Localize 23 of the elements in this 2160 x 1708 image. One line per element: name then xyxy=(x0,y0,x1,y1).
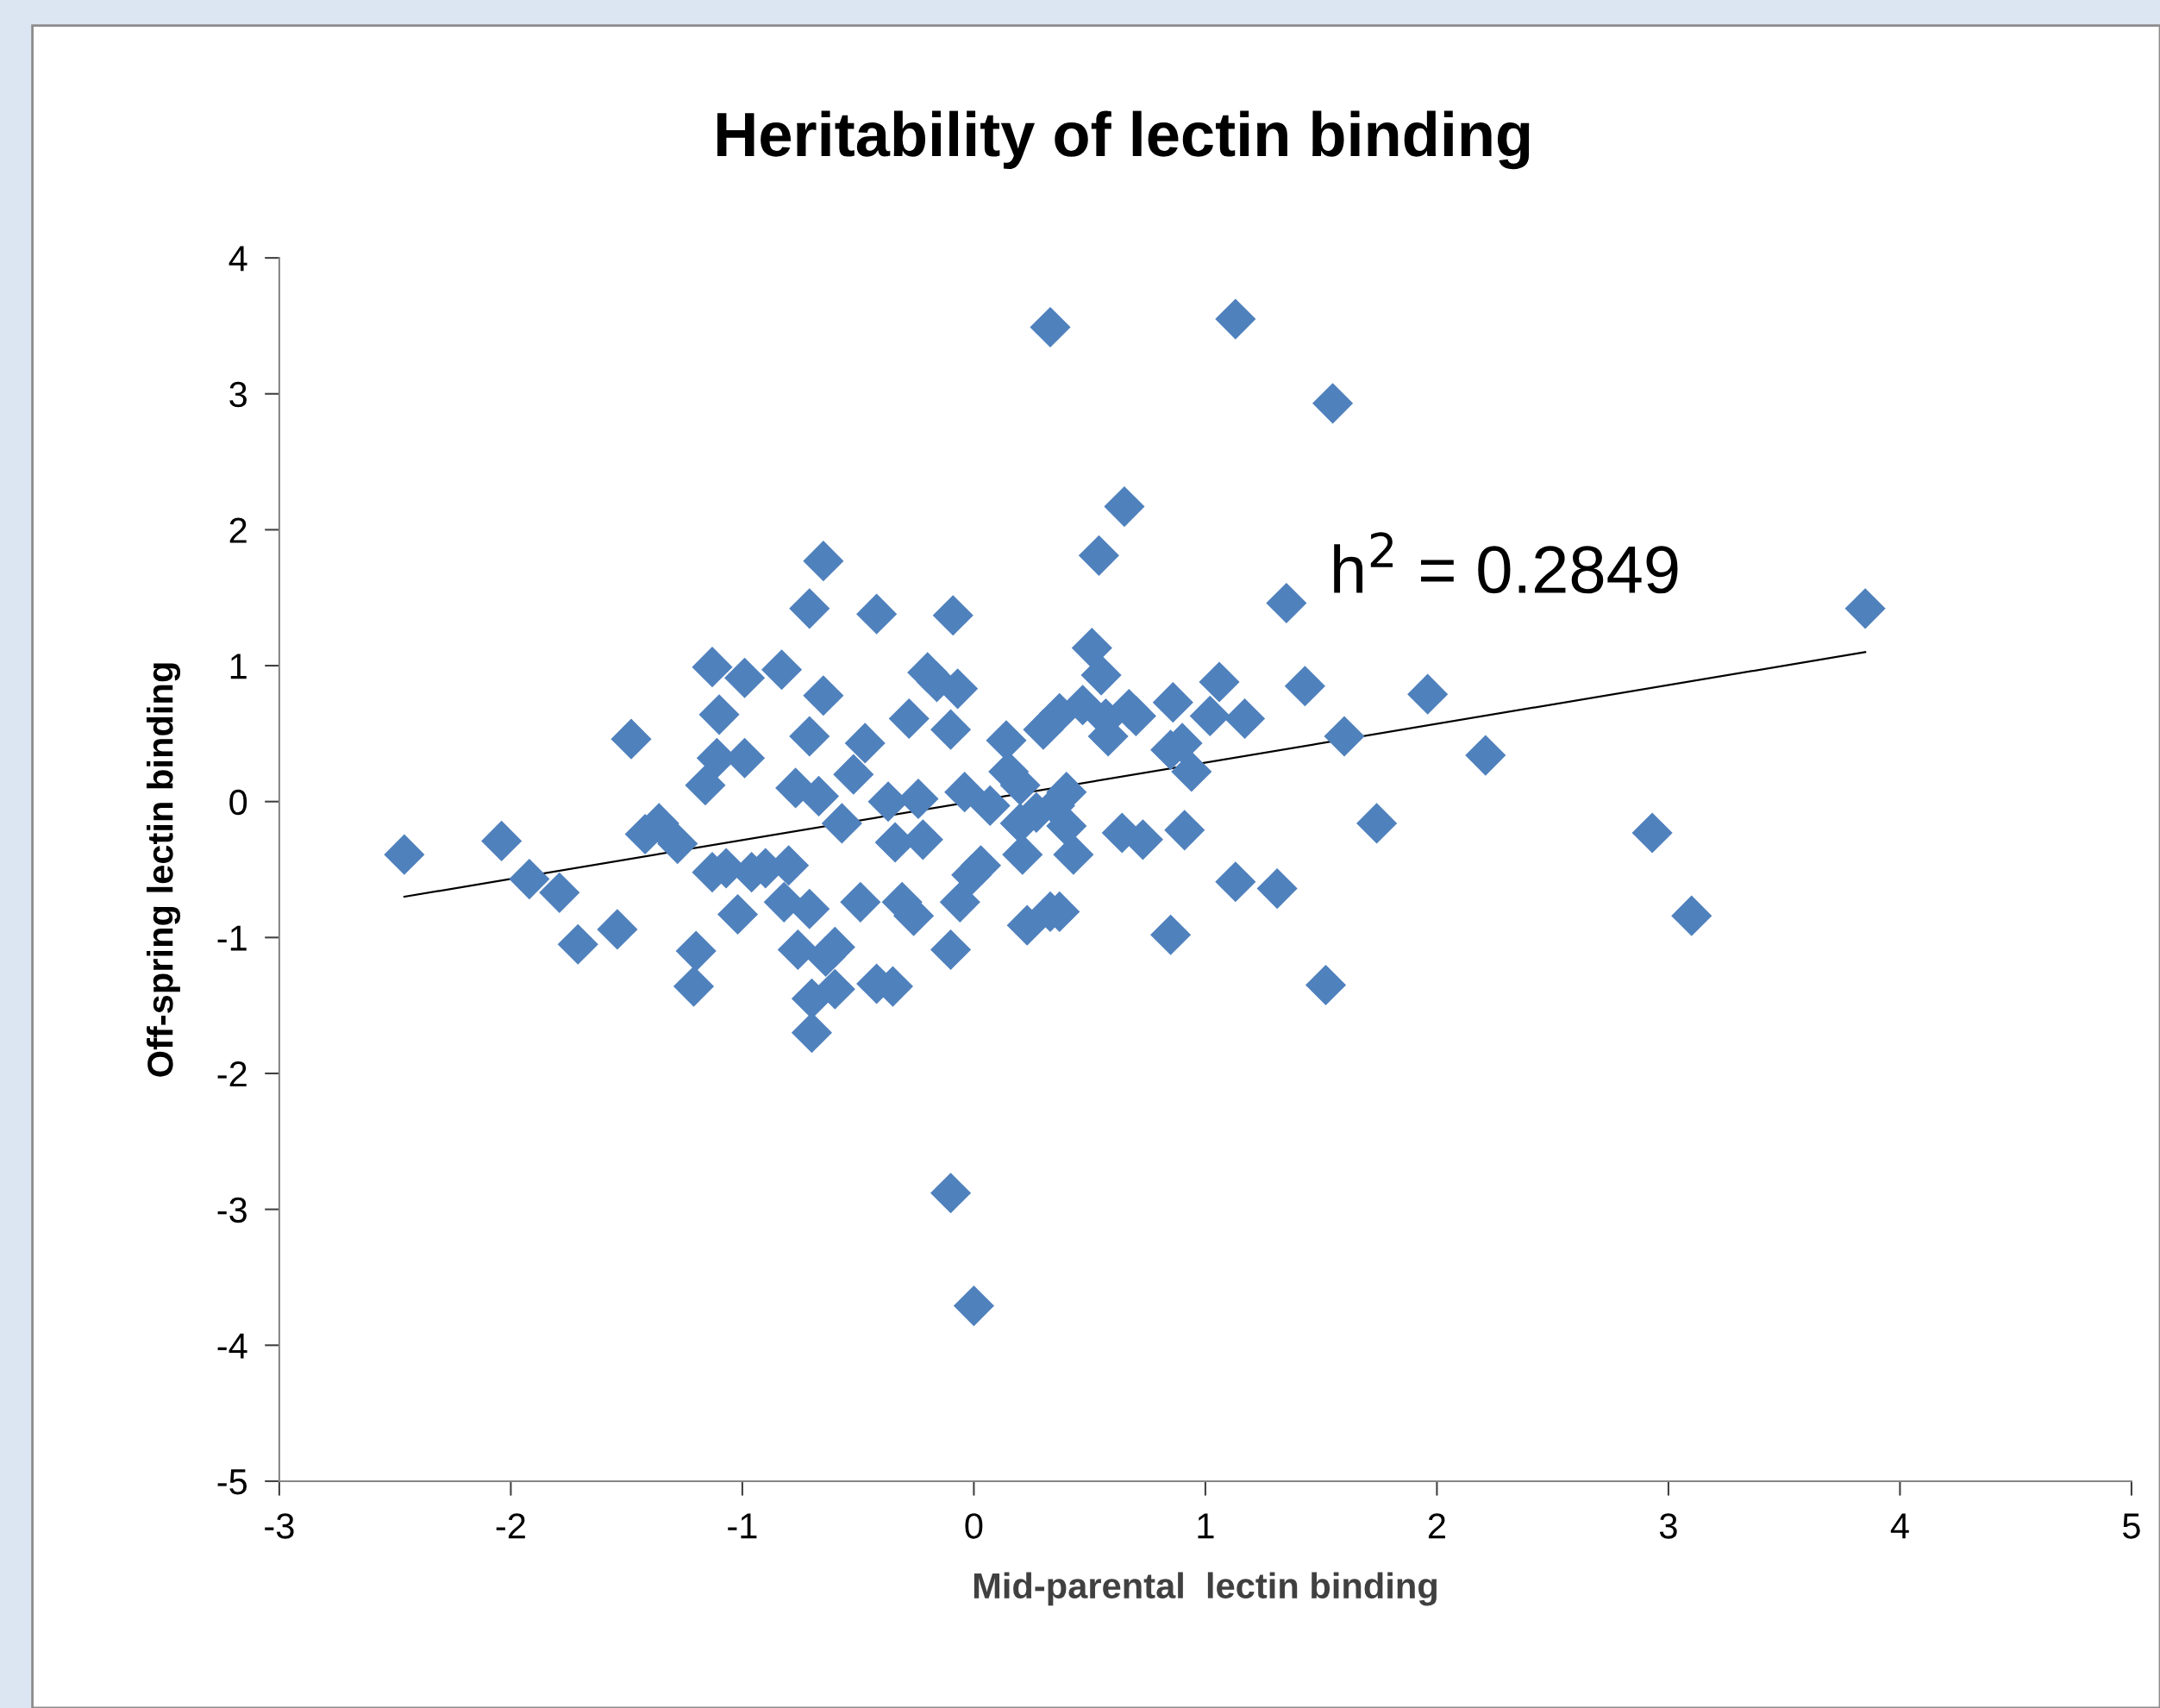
y-tick-label: -3 xyxy=(217,1197,247,1223)
y-tick-label: -1 xyxy=(217,925,247,951)
annotation: h$^{2}$ = 0.2849 xyxy=(1334,532,1678,594)
x-tick-label: 4 xyxy=(1890,1513,1909,1539)
y-tick-label: -5 xyxy=(217,1469,247,1495)
x-tick-label: -3 xyxy=(265,1513,294,1539)
y-tick-label: 4 xyxy=(229,246,247,272)
x-tick-label: 5 xyxy=(2123,1513,2140,1539)
x-tick-label: 3 xyxy=(1659,1513,1677,1539)
y-tick-label: -4 xyxy=(217,1333,247,1359)
y-tick-label: 2 xyxy=(229,517,247,543)
x-tick-label: -2 xyxy=(496,1513,525,1539)
y-tick-label: 0 xyxy=(229,789,247,816)
y-axis-title: Off-spring lectin binding xyxy=(147,663,181,1077)
x-tick-label: -1 xyxy=(728,1513,757,1539)
chart-title: Heritability of lectin binding xyxy=(717,110,1530,170)
y-tick-label: 1 xyxy=(230,654,247,679)
x-tick-label: 0 xyxy=(965,1513,983,1539)
x-tick-label: 2 xyxy=(1428,1513,1445,1539)
x-axis-title: Mid-parental lectin binding xyxy=(974,1572,1437,1606)
y-tick-label: -2 xyxy=(217,1061,247,1087)
x-tick-label: 1 xyxy=(1198,1513,1214,1539)
y-tick-label: 3 xyxy=(229,381,247,408)
